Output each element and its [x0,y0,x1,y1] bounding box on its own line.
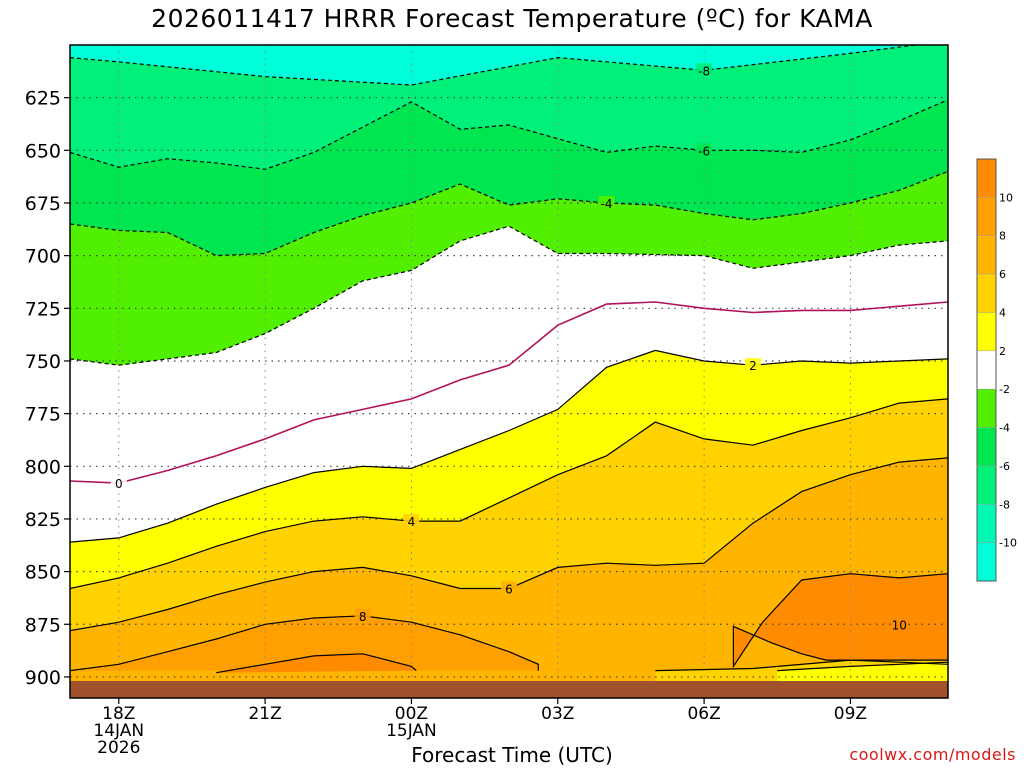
colorbar-label-6: 6 [999,268,1006,281]
x-tick-date-00Z: 15JAN [386,721,437,741]
isotherm-2-5 [70,349,948,543]
isotherm-0-4 [70,301,948,484]
colorbar-band--8--6 [977,465,996,505]
site-credit: coolwx.com/models [849,745,1016,764]
contour-label-bg-10 [891,617,908,632]
y-tick-label-725: 725 [25,298,61,320]
colorbar-band-6-8 [977,235,996,275]
colorbar-label-10: 10 [999,191,1013,204]
colorbar-label--2: -2 [999,383,1010,396]
colorbar-band--2-2 [977,350,996,390]
contour-label-bg-7 [501,581,517,596]
contour-label-4: 4 [408,515,416,529]
x-tick-label-09Z: 09Z [834,704,867,724]
isotherm--8-0 [70,45,921,86]
contour-label-6: 6 [505,582,513,596]
isotherm-4-6 [70,398,948,590]
colorbar-frame [976,158,997,582]
fill-pocket-10-10 [733,573,948,667]
y-tick-label-825: 825 [25,509,61,531]
isotherm-8-8 [70,615,539,672]
isotherm-6-11 [655,659,948,672]
colorbar-label-8: 8 [999,230,1006,243]
y-tick-label-850: 850 [25,562,61,584]
x-tick-label-21Z: 21Z [248,704,281,724]
y-tick-label-750: 750 [25,351,61,373]
x-tick-year-18Z: 2026 [97,738,140,758]
colorbar-band--6--4 [977,427,996,466]
y-tick-label-900: 900 [25,667,61,689]
contour-label--8: -8 [698,64,710,78]
grid-lines [70,45,948,698]
isotherm--2-3 [70,225,948,366]
x-tick-label-06Z: 06Z [687,704,720,724]
contour-label-bg-2 [598,195,615,210]
colorbar-band-10-12 [977,159,996,198]
fill-pocket-10-9 [216,653,417,673]
colorbar-label--4: -4 [999,422,1010,435]
colorbar-label-2: 2 [999,345,1006,358]
y-tick-label-775: 775 [25,404,61,426]
y-tick-label-700: 700 [25,246,61,268]
contour-label-8: 8 [359,610,367,624]
colorbar-label--8: -8 [999,498,1010,511]
x-tick-label-03Z: 03Z [541,704,574,724]
y-tick-label-875: 875 [25,614,61,636]
contour-labels: -8 -6 -4 0 2 4 6 8 10 [110,63,908,632]
contour-label-10: 10 [892,618,907,632]
y-axis: 625 650 675 700 725 750 775 800 825 850 875 900 [25,88,70,689]
contour-label-bg-0 [696,63,713,78]
chart-title: 2026011417 HRRR Forecast Temperature (ºC… [151,4,873,33]
colorbar-band-4-6 [977,274,996,313]
colorbar-band-2-4 [977,312,996,351]
fill-pocket-8-8 [70,615,539,671]
y-tick-label-625: 625 [25,88,61,110]
x-tick-label-18Z: 18Z [102,704,135,724]
contour-label-bg-4 [110,476,127,491]
contour-label--6: -6 [698,144,710,158]
colorbar-band-8-10 [977,197,996,236]
isotherm-10-9 [216,653,417,674]
isotherm-4-12 [777,661,948,672]
colorbar-label-4: 4 [999,306,1006,319]
x-tick-date-18Z: 14JAN [93,721,144,741]
isotherm--6-1 [70,99,948,170]
y-tick-label-800: 800 [25,456,61,478]
colorbar-label--10: -10 [999,537,1017,550]
contour-label-bg-8 [354,608,371,623]
ground-terrain [70,681,948,698]
contour-label-2: 2 [749,359,757,373]
contour-label-bg-5 [744,358,761,373]
colorbar-label--6: -6 [999,460,1010,473]
contour-label-bg-1 [696,143,713,158]
isotherm--4-2 [70,170,948,257]
y-tick-label-675: 675 [25,193,61,215]
contour-label-0: 0 [115,477,123,491]
contour-label-bg-6 [403,514,420,529]
y-tick-label-650: 650 [25,140,61,162]
colorbar-band--12--10 [977,542,996,581]
x-axis-label: Forecast Time (UTC) [411,743,613,767]
colorbar-band--10--8 [977,504,996,543]
contour-label--4: -4 [601,197,613,211]
isotherm-contours [70,45,948,674]
plot-frame [69,44,949,699]
colorbar: 10 8 6 4 2 -2 -4 -6 -8 -10 [976,158,1017,582]
colorbar-band--4--2 [977,389,996,428]
x-tick-label-00Z: 00Z [395,704,428,724]
